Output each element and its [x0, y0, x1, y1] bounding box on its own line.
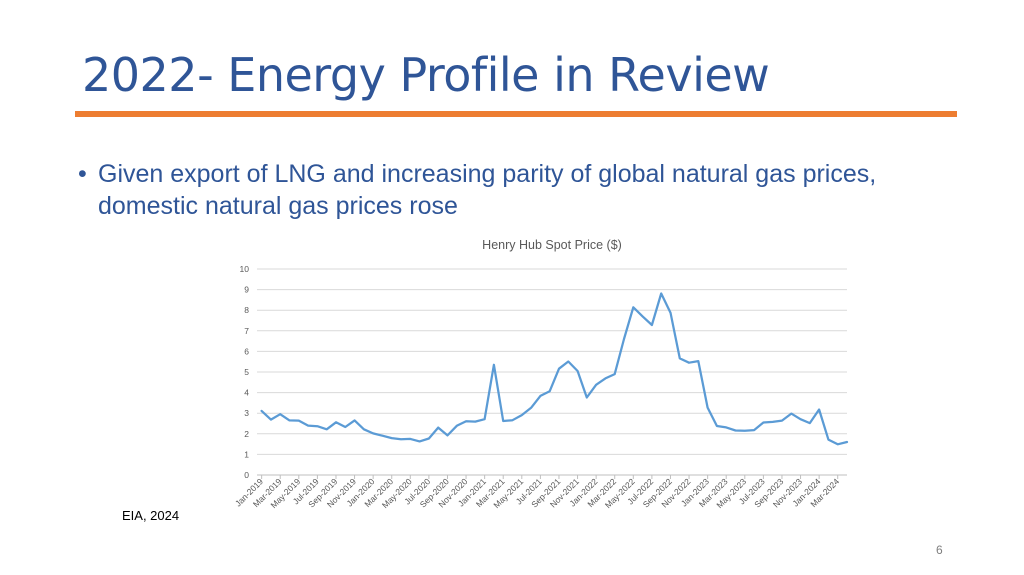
y-tick-label: 7: [244, 326, 249, 336]
data-point: [660, 292, 662, 294]
data-point: [372, 432, 374, 434]
source-citation: EIA, 2024: [122, 508, 180, 523]
data-point: [558, 368, 560, 370]
data-point: [753, 429, 755, 431]
y-tick-label: 6: [244, 346, 249, 356]
slide-title: 2022- Energy Profile in Review: [82, 48, 770, 102]
y-tick-label: 8: [244, 305, 249, 315]
data-point: [363, 428, 365, 430]
data-point: [604, 377, 606, 379]
data-point: [418, 440, 420, 442]
data-point: [679, 357, 681, 359]
data-point: [493, 364, 495, 366]
data-point: [641, 315, 643, 317]
henry-hub-price-chart: Henry Hub Spot Price ($)012345678910Jan-…: [233, 238, 849, 510]
data-point: [614, 373, 616, 375]
data-point: [837, 443, 839, 445]
data-point: [669, 311, 671, 313]
bullet-text: Given export of LNG and increasing parit…: [98, 160, 877, 220]
data-point: [437, 426, 439, 428]
henry-hub-price-series-line: [260, 292, 849, 446]
data-point: [725, 426, 727, 428]
data-point: [809, 422, 811, 424]
data-point: [260, 410, 262, 412]
data-point: [697, 360, 699, 362]
data-point: [316, 425, 318, 427]
data-point: [716, 425, 718, 427]
data-point: [465, 420, 467, 422]
data-point: [344, 426, 346, 428]
data-point: [298, 419, 300, 421]
data-point: [827, 438, 829, 440]
y-tick-label: 0: [244, 470, 249, 480]
data-point: [307, 424, 309, 426]
data-point: [651, 324, 653, 326]
data-point: [688, 362, 690, 364]
data-point: [623, 338, 625, 340]
y-tick-label: 3: [244, 408, 249, 418]
y-tick-label: 1: [244, 449, 249, 459]
data-point: [799, 418, 801, 420]
data-point: [790, 412, 792, 414]
page-number: 6: [936, 543, 943, 557]
chart-title: Henry Hub Spot Price ($): [482, 238, 622, 252]
data-point: [762, 421, 764, 423]
y-tick-label: 4: [244, 388, 249, 398]
data-point: [446, 434, 448, 436]
data-point: [567, 360, 569, 362]
y-tick-label: 2: [244, 429, 249, 439]
data-point: [270, 418, 272, 420]
data-point: [428, 437, 430, 439]
data-point: [818, 408, 820, 410]
data-point: [632, 306, 634, 308]
y-tick-label: 5: [244, 367, 249, 377]
y-tick-label: 10: [240, 264, 250, 274]
data-point: [586, 396, 588, 398]
data-point: [325, 428, 327, 430]
data-point: [771, 421, 773, 423]
data-point: [511, 419, 513, 421]
data-point: [502, 420, 504, 422]
data-point: [353, 419, 355, 421]
data-point: [335, 421, 337, 423]
title-underline-rule: [75, 111, 957, 117]
data-point: [744, 430, 746, 432]
data-point: [483, 418, 485, 420]
y-tick-label: 9: [244, 285, 249, 295]
bullet-dot-icon: •: [78, 160, 87, 188]
data-point: [288, 419, 290, 421]
data-point: [409, 438, 411, 440]
data-point: [548, 390, 550, 392]
data-point: [521, 414, 523, 416]
data-point: [381, 434, 383, 436]
data-point: [734, 429, 736, 431]
data-point: [706, 406, 708, 408]
data-point: [391, 437, 393, 439]
data-point: [279, 413, 281, 415]
data-point: [530, 407, 532, 409]
data-point: [474, 420, 476, 422]
data-point: [456, 425, 458, 427]
data-point: [595, 384, 597, 386]
data-point: [846, 441, 848, 443]
data-point: [539, 395, 541, 397]
data-point: [400, 438, 402, 440]
data-point: [576, 370, 578, 372]
data-point: [781, 419, 783, 421]
